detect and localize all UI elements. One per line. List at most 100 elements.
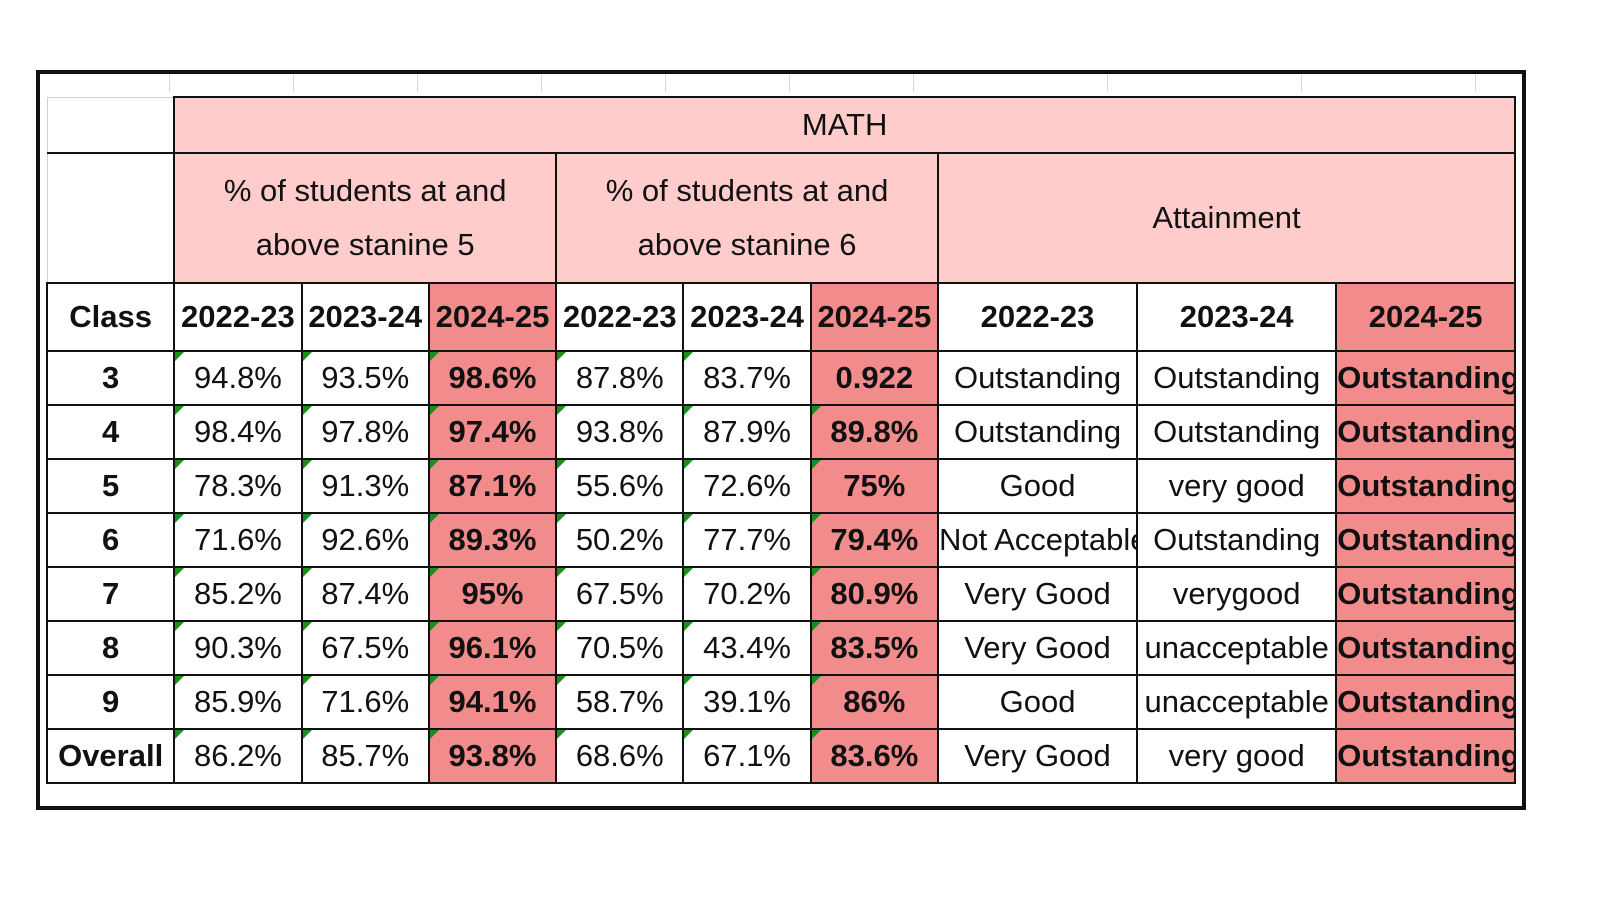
group-stanine6-header: % of students at and above stanine 6 (555, 152, 939, 284)
class-cell: 9 (45, 674, 176, 730)
table-row: 3 94.8% 93.5% 98.6% 87.8% 83.7% 0.922 Outstandi… (45, 350, 1516, 406)
stanine5-cell: 91.3% (300, 458, 430, 514)
stanine6-cell: 80.9% (809, 566, 939, 622)
column-header-strip (46, 74, 1516, 92)
table-row: 4 98.4% 97.8% 97.4% 93.8% 87.9% 89.8% Outstandi… (45, 404, 1516, 460)
year-header: 2024-25 (809, 282, 939, 352)
group-stanine5-label: % of students at and above stanine 5 (223, 173, 507, 262)
class-cell: 5 (45, 458, 176, 514)
stanine6-cell: 83.6% (809, 728, 939, 784)
stanine5-cell: 71.6% (173, 512, 303, 568)
stanine5-cell: 98.4% (173, 404, 303, 460)
results-table: MATH % of students at and above stanine … (45, 96, 1517, 784)
stanine5-cell: 93.5% (300, 350, 430, 406)
year-header: 2023-24 (300, 282, 430, 352)
stanine6-cell: 68.6% (555, 728, 685, 784)
corner-cell (46, 96, 176, 154)
class-header: Class (45, 282, 176, 352)
attainment-cell: Outstanding (1335, 728, 1516, 784)
stanine6-cell: 83.5% (809, 620, 939, 676)
stanine6-cell: 87.8% (555, 350, 685, 406)
stanine5-cell: 86.2% (173, 728, 303, 784)
attainment-cell: Outstanding (1335, 458, 1516, 514)
year-header: 2022-23 (173, 282, 303, 352)
stanine5-cell: 97.8% (300, 404, 430, 460)
year-header: 2022-23 (555, 282, 685, 352)
attainment-cell: Very Good (936, 566, 1139, 622)
corner-cell-2 (46, 152, 176, 284)
stanine6-cell: 75% (809, 458, 939, 514)
subject-title: MATH (173, 96, 1516, 154)
stanine5-cell: 94.1% (427, 674, 558, 730)
class-cell: 6 (45, 512, 176, 568)
stanine6-cell: 72.6% (682, 458, 812, 514)
attainment-cell: Outstanding (1335, 566, 1516, 622)
stanine6-cell: 0.922 (809, 350, 939, 406)
stanine5-cell: 85.7% (300, 728, 430, 784)
attainment-cell: Good (936, 458, 1139, 514)
stanine5-cell: 85.9% (173, 674, 303, 730)
stanine6-cell: 58.7% (555, 674, 685, 730)
stanine5-cell: 95% (427, 566, 558, 622)
attainment-cell: Outstanding (1335, 404, 1516, 460)
stanine6-cell: 50.2% (555, 512, 685, 568)
attainment-cell: Very Good (936, 620, 1139, 676)
stanine6-cell: 89.8% (809, 404, 939, 460)
stanine6-cell: 93.8% (555, 404, 685, 460)
class-cell: 3 (45, 350, 176, 406)
stanine5-cell: 98.6% (427, 350, 558, 406)
stanine6-cell: 79.4% (809, 512, 939, 568)
attainment-cell: verygood (1136, 566, 1338, 622)
stanine5-cell: 97.4% (427, 404, 558, 460)
class-cell: 8 (45, 620, 176, 676)
stanine6-cell: 70.2% (682, 566, 812, 622)
stanine6-cell: 55.6% (555, 458, 685, 514)
group-stanine5-header: % of students at and above stanine 5 (173, 152, 558, 284)
stanine6-cell: 70.5% (555, 620, 685, 676)
group-attainment-header: Attainment (936, 152, 1517, 284)
stanine6-cell: 86% (809, 674, 939, 730)
stanine6-cell: 67.5% (555, 566, 685, 622)
group-attainment-label: Attainment (1152, 200, 1301, 235)
attainment-cell: Good (936, 674, 1139, 730)
attainment-cell: Very Good (936, 728, 1139, 784)
stanine5-cell: 67.5% (300, 620, 430, 676)
class-cell: 4 (45, 404, 176, 460)
table-row: 5 78.3% 91.3% 87.1% 55.6% 72.6% 75% Good very go… (45, 458, 1516, 514)
class-cell: Overall (45, 728, 176, 784)
year-header: 2024-25 (427, 282, 558, 352)
stanine5-cell: 93.8% (427, 728, 558, 784)
table-row: 9 85.9% 71.6% 94.1% 58.7% 39.1% 86% Good unaccep… (45, 674, 1516, 730)
attainment-cell: Outstanding (936, 404, 1139, 460)
stanine5-cell: 78.3% (173, 458, 303, 514)
attainment-cell: very good (1136, 458, 1338, 514)
stanine5-cell: 89.3% (427, 512, 558, 568)
year-header-row: Class 2022-23 2023-24 2024-25 2022-23 20… (45, 282, 1516, 352)
year-header: 2022-23 (936, 282, 1139, 352)
stanine5-cell: 92.6% (300, 512, 430, 568)
stanine5-cell: 87.1% (427, 458, 558, 514)
stanine6-cell: 67.1% (682, 728, 812, 784)
attainment-cell: very good (1136, 728, 1338, 784)
stanine6-cell: 87.9% (682, 404, 812, 460)
attainment-cell: Outstanding (1335, 674, 1516, 730)
spreadsheet-frame: MATH % of students at and above stanine … (36, 70, 1526, 810)
stanine6-cell: 83.7% (682, 350, 812, 406)
attainment-cell: Outstanding (1335, 620, 1516, 676)
year-header: 2023-24 (682, 282, 812, 352)
stanine5-cell: 71.6% (300, 674, 430, 730)
stanine5-cell: 85.2% (173, 566, 303, 622)
stanine5-cell: 94.8% (173, 350, 303, 406)
stanine5-cell: 90.3% (173, 620, 303, 676)
subject-header-row: MATH (46, 96, 1516, 154)
year-header: 2024-25 (1335, 282, 1516, 352)
year-header: 2023-24 (1136, 282, 1338, 352)
stanine6-cell: 39.1% (682, 674, 812, 730)
attainment-cell: Outstanding (936, 350, 1139, 406)
attainment-cell: Outstanding (1136, 404, 1338, 460)
table-row: 6 71.6% 92.6% 89.3% 50.2% 77.7% 79.4% Not Accep… (45, 512, 1516, 568)
group-header-row: % of students at and above stanine 5 % o… (46, 152, 1517, 284)
table-row: Overall 86.2% 85.7% 93.8% 68.6% 67.1% 83.6% Ver… (45, 728, 1516, 784)
group-stanine6-label: % of students at and above stanine 6 (605, 173, 889, 262)
attainment-cell: unacceptable (1136, 620, 1338, 676)
